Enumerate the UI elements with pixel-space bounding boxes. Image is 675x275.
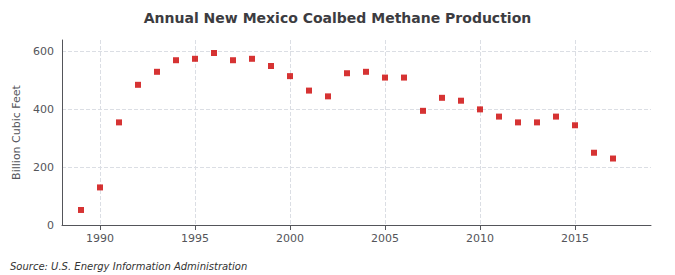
svg-text:Source: U.S. Energy Informatio: Source: U.S. Energy Information Administ…	[10, 261, 247, 272]
svg-text:1995: 1995	[181, 232, 209, 245]
svg-text:Billion Cubic Feet: Billion Cubic Feet	[10, 84, 23, 179]
svg-text:1990: 1990	[86, 232, 114, 245]
svg-text:200: 200	[33, 161, 54, 174]
svg-text:2015: 2015	[561, 232, 589, 245]
svg-text:0: 0	[47, 219, 54, 232]
svg-text:2000: 2000	[276, 232, 304, 245]
svg-text:2005: 2005	[371, 232, 399, 245]
svg-text:600: 600	[33, 45, 54, 58]
svg-text:Annual New Mexico Coalbed Meth: Annual New Mexico Coalbed Methane Produc…	[144, 10, 532, 26]
svg-text:2010: 2010	[466, 232, 494, 245]
svg-text:400: 400	[33, 103, 54, 116]
